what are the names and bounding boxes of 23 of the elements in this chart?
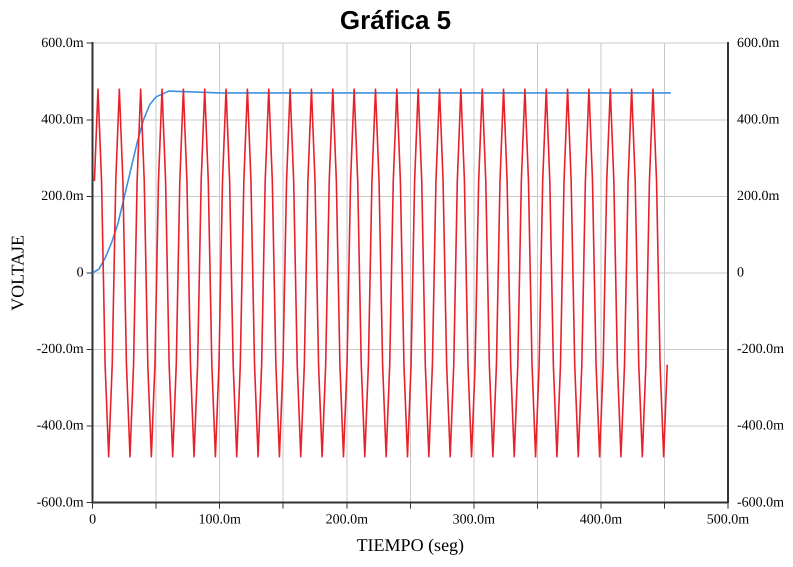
y-tick-label: -400.0m [36, 418, 84, 434]
y-tick-label: 200.0m [41, 189, 84, 204]
y2-tick-label: 0 [736, 266, 744, 281]
y2-tick-label: -200.0m [736, 342, 784, 358]
y-tick-label: 400.0m [41, 112, 84, 128]
y-tick-label: 0 [76, 266, 84, 281]
x-axis-title: TIEMPO (seg) [356, 534, 464, 555]
y2-tick-label: -400.0m [736, 418, 784, 434]
y-tick-label: -600.0m [36, 495, 84, 510]
x-tick-label: 400.0m [580, 512, 622, 528]
y-axis-title: VOLTAJE [8, 234, 28, 311]
x-tick-label: 0 [89, 512, 96, 528]
y2-tick-label: 400.0m [736, 112, 780, 128]
x-tick-label: 500.0m [706, 512, 750, 528]
x-tick-label: 300.0m [452, 512, 496, 528]
y-tick-label: -200.0m [36, 342, 84, 358]
y-tick-label: 600.0m [41, 36, 84, 51]
y2-tick-label: -600.0m [736, 495, 784, 510]
y2-tick-label: 600.0m [736, 36, 780, 51]
x-tick-label: 200.0m [326, 512, 368, 528]
chart-title: Gráfica 5 [340, 4, 452, 35]
x-tick-label: 100.0m [198, 512, 242, 528]
y2-tick-label: 200.0m [736, 189, 780, 204]
